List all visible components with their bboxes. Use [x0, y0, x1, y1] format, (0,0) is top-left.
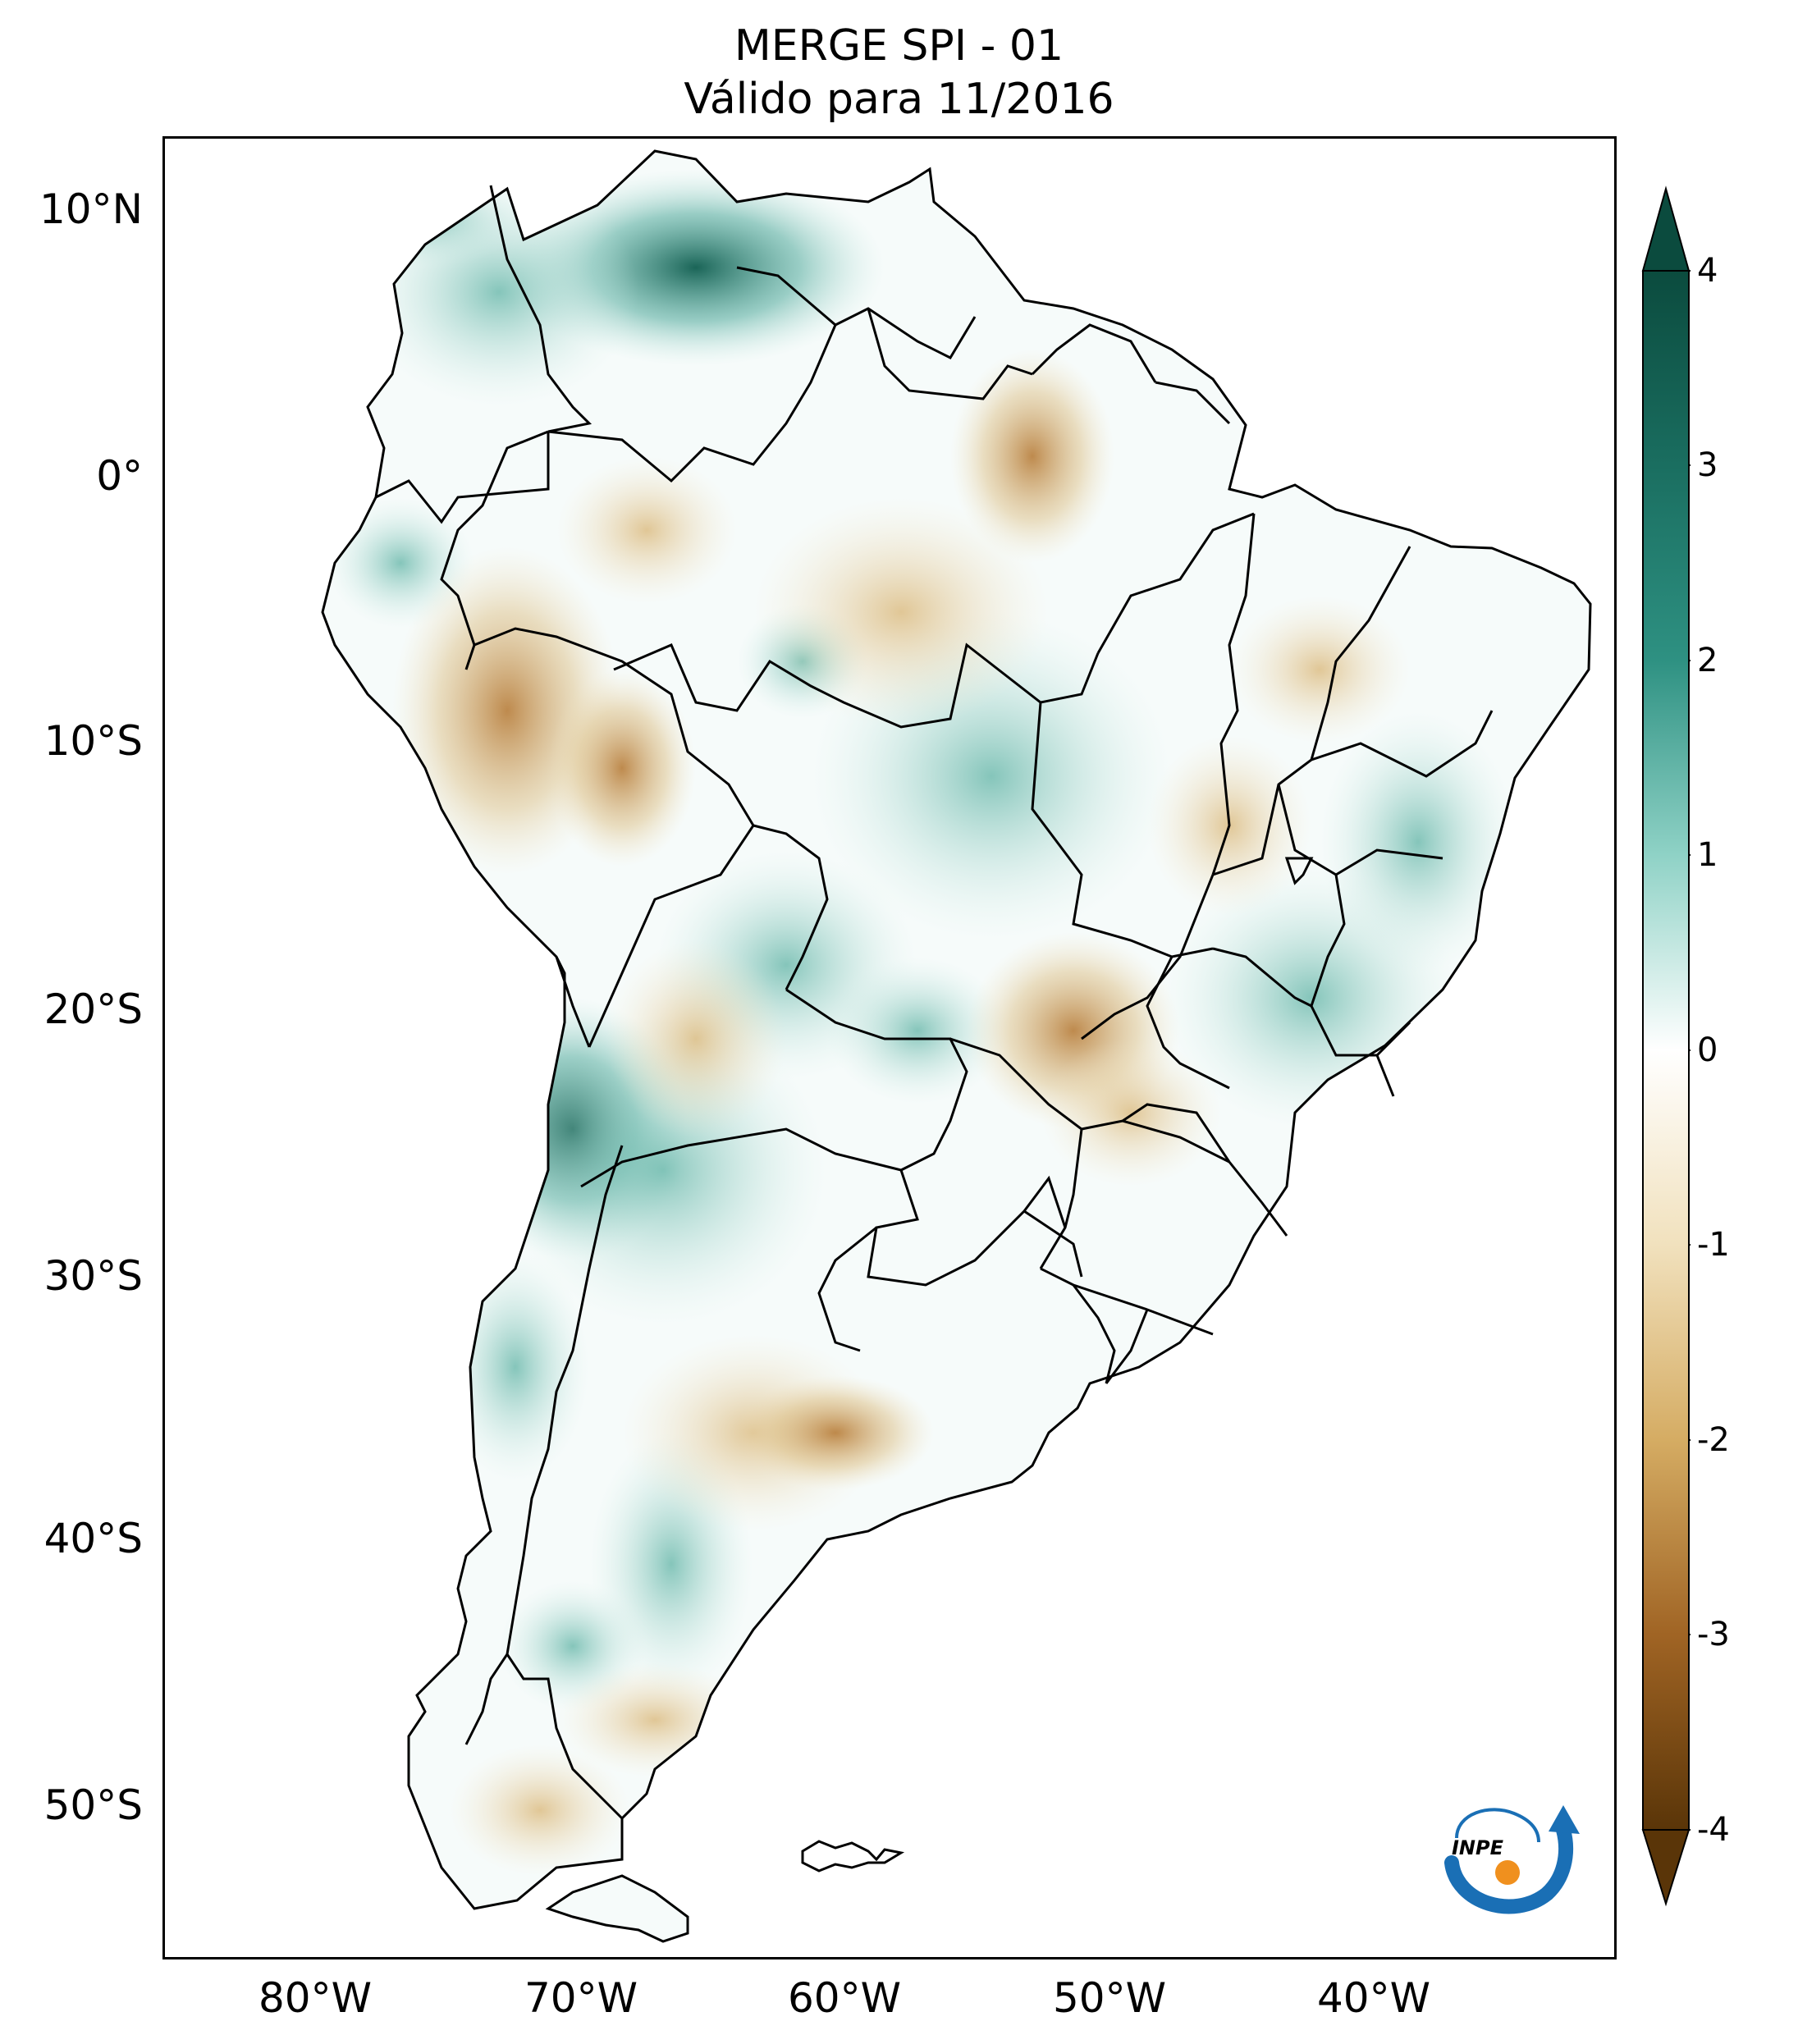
- colorbar-tick-0: 0: [1697, 1031, 1718, 1069]
- colorbar-tick-minus3: -3: [1697, 1616, 1730, 1653]
- colorbar-ramp: [1642, 270, 1690, 1831]
- colorbar-tick-1: 1: [1697, 836, 1718, 874]
- lat-label-20s: 20°S: [43, 985, 143, 1033]
- spi-map: [162, 136, 1617, 1959]
- inpe-arrow-icon: [1549, 1805, 1580, 1834]
- lon-label-50w: 50°W: [1052, 1974, 1167, 2022]
- lat-label-50s: 50°S: [43, 1781, 143, 1829]
- lat-label-30s: 30°S: [43, 1252, 143, 1300]
- colorbar-extend-top: [1641, 185, 1690, 272]
- inpe-sun-icon: [1495, 1860, 1520, 1885]
- lat-label-0: 0°: [96, 452, 143, 500]
- colorbar-tick-minus4: -4: [1697, 1811, 1730, 1849]
- lon-label-70w: 70°W: [524, 1974, 638, 2022]
- map-title: MERGE SPI - 01: [734, 21, 1064, 71]
- map-subtitle: Válido para 11/2016: [684, 75, 1114, 124]
- falkland-islands: [801, 1840, 905, 1873]
- colorbar-tick-minus1: -1: [1697, 1226, 1730, 1264]
- lat-label-40s: 40°S: [43, 1515, 143, 1562]
- colorbar: [1641, 185, 1690, 1907]
- tierra-del-fuego: [545, 1874, 689, 1943]
- colorbar-tick-2: 2: [1697, 642, 1718, 679]
- inpe-swoosh-icon: [1444, 1822, 1573, 1914]
- inpe-logo: INPE: [1444, 1805, 1580, 1914]
- lat-label-10s: 10°S: [43, 717, 143, 765]
- lon-label-60w: 60°W: [787, 1974, 902, 2022]
- colorbar-extend-bottom: [1641, 1829, 1690, 1907]
- inpe-orbit-icon: [1455, 1808, 1540, 1843]
- lon-label-80w: 80°W: [258, 1974, 373, 2022]
- colorbar-tick-4: 4: [1697, 252, 1718, 290]
- lat-label-10n: 10°N: [39, 185, 143, 233]
- colorbar-tick-minus2: -2: [1697, 1421, 1730, 1459]
- map-frame: [162, 136, 1617, 1959]
- colorbar-tick-3: 3: [1697, 446, 1718, 484]
- country-borders: [375, 185, 1494, 1820]
- lon-label-40w: 40°W: [1316, 1974, 1431, 2022]
- inpe-logo-text: INPE: [1452, 1836, 1504, 1859]
